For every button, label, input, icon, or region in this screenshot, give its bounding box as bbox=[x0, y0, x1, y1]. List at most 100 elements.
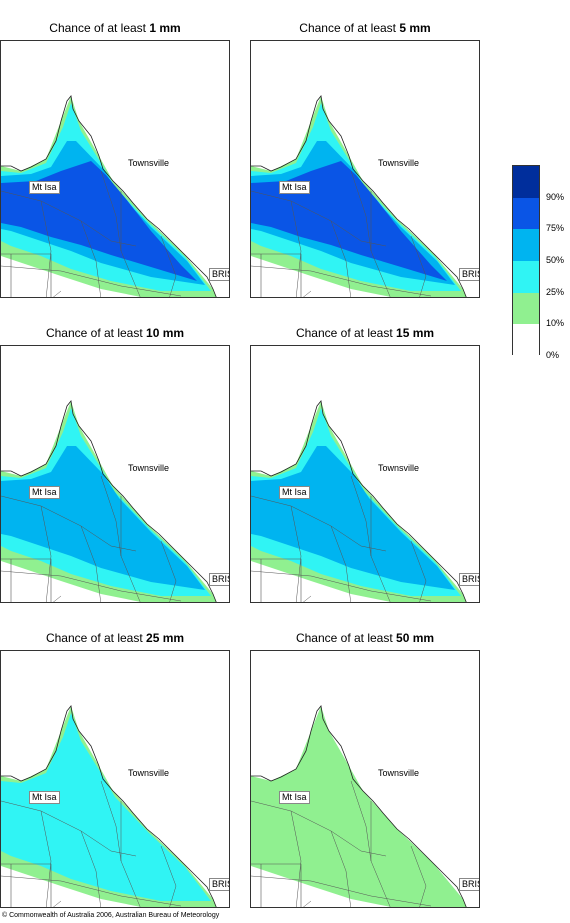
region-border bbox=[330, 525, 351, 602]
place-label-mt-isa: Mt Isa bbox=[29, 791, 60, 804]
region-border bbox=[40, 505, 52, 602]
region-border bbox=[100, 475, 141, 602]
legend-swatch bbox=[513, 229, 539, 261]
rain-band bbox=[1, 446, 205, 590]
place-label-bris: BRIS bbox=[459, 878, 479, 891]
probability-map: Townsville Mt Isa BRIS bbox=[250, 40, 480, 298]
place-label-mt-isa: Mt Isa bbox=[279, 791, 310, 804]
coastline bbox=[1, 95, 217, 297]
place-label-townsville: Townsville bbox=[378, 768, 420, 778]
place-label-townsville: Townsville bbox=[378, 158, 420, 168]
region-border bbox=[251, 875, 432, 907]
legend-label: 50% bbox=[546, 255, 565, 265]
panel-title: Chance of at least 10 mm bbox=[0, 325, 230, 341]
place-label-bris: BRIS bbox=[459, 573, 479, 586]
colour-legend bbox=[512, 165, 540, 356]
region-border bbox=[303, 290, 312, 297]
place-label-bris: BRIS bbox=[209, 878, 229, 891]
map-svg bbox=[251, 95, 467, 297]
state-border bbox=[1, 253, 52, 297]
panel-title-prefix: Chance of at least bbox=[295, 631, 397, 645]
region-border bbox=[53, 595, 62, 602]
region-border bbox=[40, 810, 52, 907]
panel-title-amount: 50 mm bbox=[396, 631, 435, 645]
region-border bbox=[350, 780, 391, 907]
panel-title-prefix: Chance of at least bbox=[49, 21, 150, 35]
region-border bbox=[160, 845, 177, 907]
region-border bbox=[251, 570, 432, 602]
panel-title-prefix: Chance of at least bbox=[295, 326, 397, 340]
region-border bbox=[410, 540, 427, 602]
panel-title: Chance of at least 25 mm bbox=[0, 630, 230, 646]
region-border bbox=[100, 780, 141, 907]
place-label-bris: BRIS bbox=[459, 268, 479, 281]
map-svg bbox=[1, 400, 217, 602]
panel-title-amount: 5 mm bbox=[399, 21, 431, 35]
panel-title: Chance of at least 1 mm bbox=[0, 20, 230, 36]
place-label-mt-isa: Mt Isa bbox=[29, 486, 60, 499]
region-border bbox=[1, 265, 182, 297]
legend-label: 10% bbox=[546, 318, 565, 329]
map-svg bbox=[251, 400, 467, 602]
legend-swatch bbox=[513, 166, 539, 198]
panel-title-prefix: Chance of at least bbox=[299, 21, 400, 35]
legend-label: 0% bbox=[546, 350, 560, 360]
region-border bbox=[160, 540, 177, 602]
place-label-mt-isa: Mt Isa bbox=[279, 486, 310, 499]
coastline bbox=[1, 705, 217, 907]
place-label-bris: BRIS bbox=[209, 573, 229, 586]
state-border bbox=[251, 253, 302, 297]
rain-band bbox=[251, 706, 467, 907]
panel-title-prefix: Chance of at least bbox=[45, 631, 147, 645]
region-border bbox=[290, 200, 302, 297]
copyright-notice: © Commonwealth of Australia 2006, Austra… bbox=[2, 912, 220, 919]
region-border bbox=[80, 220, 101, 297]
state-border bbox=[1, 558, 52, 602]
region-border bbox=[330, 830, 351, 907]
region-border bbox=[53, 290, 62, 297]
place-label-townsville: Townsville bbox=[128, 463, 170, 473]
state-border bbox=[251, 558, 302, 602]
region-border bbox=[160, 235, 177, 297]
coastline bbox=[251, 95, 467, 297]
legend-label: 75% bbox=[546, 223, 565, 234]
panel-title-amount: 1 mm bbox=[149, 21, 181, 35]
region-border bbox=[410, 845, 427, 907]
place-label-townsville: Townsville bbox=[128, 768, 170, 778]
panel-title: Chance of at least 50 mm bbox=[250, 630, 480, 646]
panel-title-prefix: Chance of at least bbox=[45, 326, 147, 340]
map-svg bbox=[251, 705, 467, 907]
rain-band bbox=[1, 713, 211, 901]
coastline bbox=[251, 705, 467, 907]
panel-title: Chance of at least 5 mm bbox=[250, 20, 480, 36]
probability-map: Townsville Mt Isa BRIS bbox=[0, 40, 230, 298]
probability-map: Townsville Mt Isa BRIS bbox=[0, 650, 230, 908]
region-border bbox=[350, 475, 391, 602]
legend-swatch bbox=[513, 292, 539, 325]
region-border bbox=[40, 200, 52, 297]
probability-map: Townsville Mt Isa BRIS bbox=[250, 650, 480, 908]
panel-title-amount: 10 mm bbox=[146, 326, 185, 340]
state-border bbox=[1, 863, 52, 907]
panel-title: Chance of at least 15 mm bbox=[250, 325, 480, 341]
rain-band bbox=[251, 446, 455, 590]
place-label-townsville: Townsville bbox=[378, 463, 420, 473]
region-border bbox=[290, 505, 302, 602]
region-border bbox=[1, 875, 182, 907]
region-border bbox=[1, 570, 182, 602]
region-border bbox=[410, 235, 427, 297]
map-svg bbox=[1, 705, 217, 907]
place-label-townsville: Townsville bbox=[128, 158, 170, 168]
panel-title-amount: 15 mm bbox=[396, 326, 435, 340]
panel-title-amount: 25 mm bbox=[146, 631, 185, 645]
probability-map: Townsville Mt Isa BRIS bbox=[250, 345, 480, 603]
region-border bbox=[80, 525, 101, 602]
place-label-mt-isa: Mt Isa bbox=[279, 181, 310, 194]
legend-label: 25% bbox=[546, 286, 565, 297]
region-border bbox=[330, 220, 351, 297]
state-border bbox=[251, 863, 302, 907]
region-border bbox=[80, 830, 101, 907]
probability-map: Townsville Mt Isa BRIS bbox=[0, 345, 230, 603]
map-svg bbox=[1, 95, 217, 297]
coastline bbox=[1, 400, 217, 602]
